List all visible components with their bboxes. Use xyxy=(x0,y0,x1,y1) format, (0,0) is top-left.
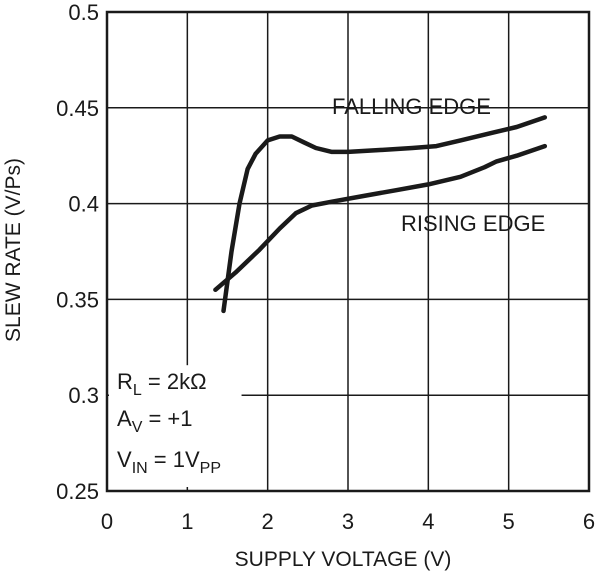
y-axis-title: SLEW RATE (V/Ps) xyxy=(2,158,25,342)
annotation-input-voltage: VIN = 1VPP xyxy=(117,447,221,477)
annotation-load-resistance: RL = 2kΩ xyxy=(117,369,207,399)
y-tick-label: 0.45 xyxy=(56,96,99,121)
annotation-gain: AV = +1 xyxy=(117,406,193,436)
x-tick-label: 1 xyxy=(181,509,193,534)
x-axis-title: SUPPLY VOLTAGE (V) xyxy=(235,548,452,571)
y-tick-label: 0.3 xyxy=(68,383,99,408)
grid-lines xyxy=(107,12,589,491)
y-tick-label: 0.35 xyxy=(56,287,99,312)
series-label-falling-edge: FALLING EDGE xyxy=(332,94,491,119)
y-tick-label: 0.5 xyxy=(68,0,99,25)
y-tick-labels: 0.25 0.3 0.35 0.4 0.45 0.5 xyxy=(56,0,99,504)
annotation-background xyxy=(109,365,242,487)
series-lines xyxy=(213,115,548,314)
x-tick-label: 3 xyxy=(342,509,354,534)
x-tick-label: 2 xyxy=(262,509,274,534)
x-tick-labels: 0 1 2 3 4 5 6 xyxy=(101,509,595,534)
plot-frame xyxy=(105,10,591,493)
y-tick-label: 0.25 xyxy=(56,479,99,504)
y-tick-label: 0.4 xyxy=(68,192,99,217)
x-tick-label: 0 xyxy=(101,509,113,534)
series-line-rising-edge xyxy=(213,143,548,293)
x-tick-label: 4 xyxy=(422,509,434,534)
x-tick-label: 5 xyxy=(503,509,515,534)
series-label-rising-edge: RISING EDGE xyxy=(401,211,545,236)
series-line-falling-edge xyxy=(221,115,548,314)
x-tick-label: 6 xyxy=(583,509,595,534)
